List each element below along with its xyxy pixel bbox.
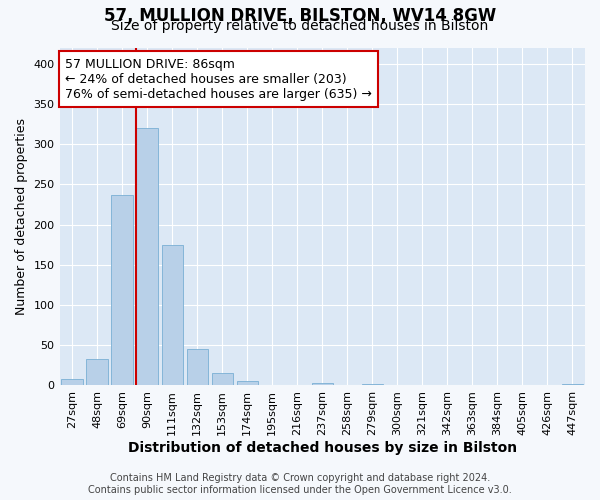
Bar: [212, 374, 233, 386]
Y-axis label: Number of detached properties: Number of detached properties: [15, 118, 28, 315]
Bar: [161, 244, 183, 386]
Text: 57, MULLION DRIVE, BILSTON, WV14 8GW: 57, MULLION DRIVE, BILSTON, WV14 8GW: [104, 8, 496, 26]
Text: Contains HM Land Registry data © Crown copyright and database right 2024.
Contai: Contains HM Land Registry data © Crown c…: [88, 474, 512, 495]
Bar: [362, 384, 383, 386]
X-axis label: Distribution of detached houses by size in Bilston: Distribution of detached houses by size …: [128, 441, 517, 455]
Text: Size of property relative to detached houses in Bilston: Size of property relative to detached ho…: [112, 19, 488, 33]
Bar: [236, 382, 258, 386]
Bar: [136, 128, 158, 386]
Bar: [562, 384, 583, 386]
Bar: [112, 195, 133, 386]
Bar: [86, 359, 108, 386]
Bar: [61, 379, 83, 386]
Bar: [187, 349, 208, 386]
Bar: [311, 383, 333, 386]
Text: 57 MULLION DRIVE: 86sqm
← 24% of detached houses are smaller (203)
76% of semi-d: 57 MULLION DRIVE: 86sqm ← 24% of detache…: [65, 58, 371, 100]
